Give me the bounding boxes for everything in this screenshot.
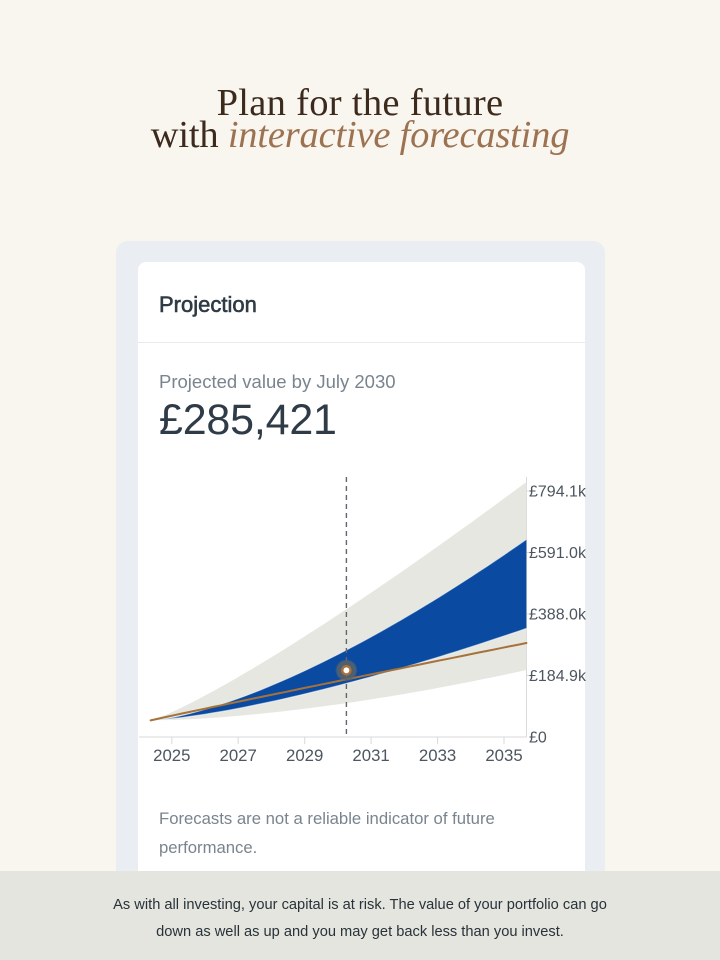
svg-text:£184.9k: £184.9k <box>529 668 587 685</box>
svg-text:2029: 2029 <box>286 746 323 765</box>
svg-text:£794.1k: £794.1k <box>529 484 587 501</box>
svg-text:£0: £0 <box>529 730 547 747</box>
svg-text:2025: 2025 <box>153 746 190 765</box>
svg-text:2027: 2027 <box>220 746 257 765</box>
svg-text:£591.0k: £591.0k <box>529 545 587 562</box>
svg-text:2033: 2033 <box>419 746 456 765</box>
svg-text:£388.0k: £388.0k <box>529 607 587 624</box>
svg-text:2031: 2031 <box>352 746 389 765</box>
svg-text:2035: 2035 <box>485 746 522 765</box>
